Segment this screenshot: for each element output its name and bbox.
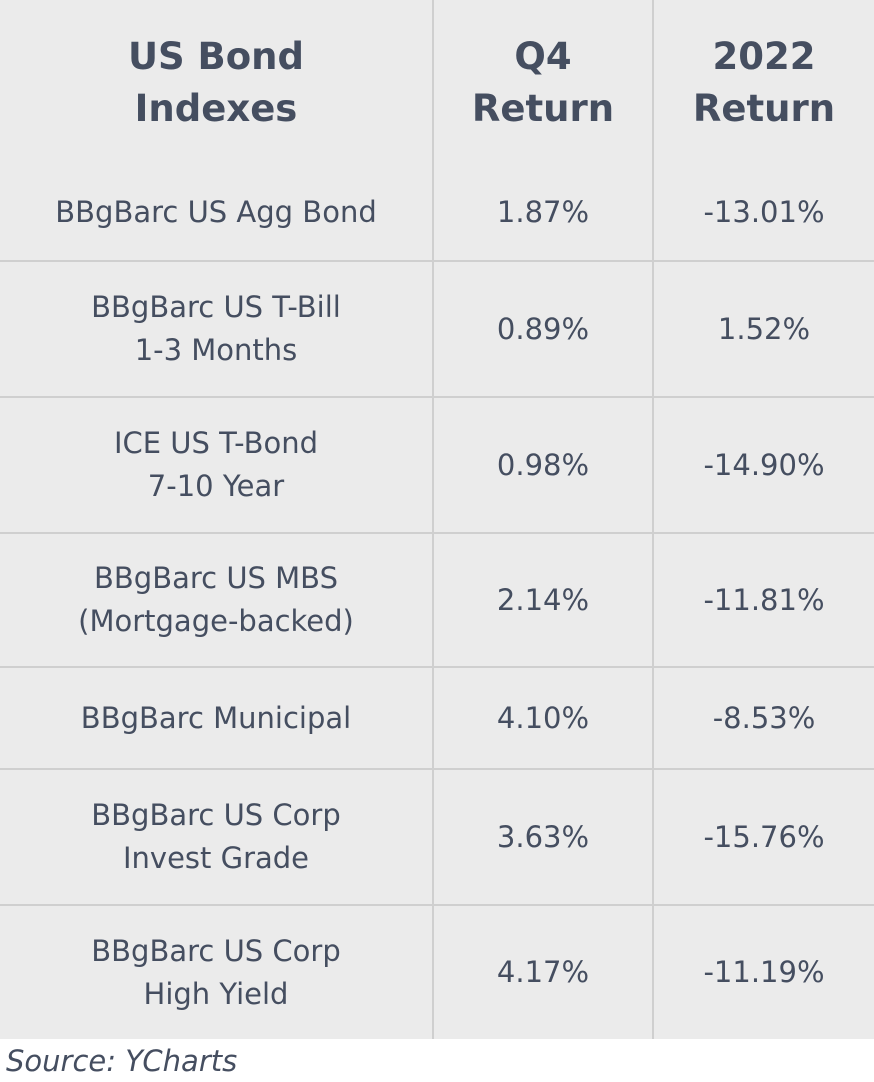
q4-return-cell: 3.63% xyxy=(432,768,653,905)
header-line: Indexes xyxy=(134,86,298,130)
year-2022-return-cell: -11.81% xyxy=(652,532,874,667)
bond-index-table: US Bond Indexes Q4 Return 2022 Return BB… xyxy=(0,0,874,1039)
index-name-line: High Yield xyxy=(143,976,289,1011)
table-row: BBgBarc US Corp High Yield 4.17% -11.19% xyxy=(0,904,874,1039)
index-name-line: 7-10 Year xyxy=(147,469,285,503)
index-name-line: Invest Grade xyxy=(122,841,310,875)
table-row: ICE US T-Bond 7-10 Year 0.98% -14.90% xyxy=(0,396,874,533)
table-row: BBgBarc US Corp Invest Grade 3.63% -15.76% xyxy=(0,768,874,905)
index-name-line: BBgBarc Municipal xyxy=(80,700,352,735)
index-name-cell: BBgBarc US Agg Bond xyxy=(0,165,433,261)
table-row: BBgBarc US T-Bill 1-3 Months 0.89% 1.52% xyxy=(0,260,874,397)
q4-return-cell: 1.87% xyxy=(432,165,653,261)
index-name-cell: BBgBarc US T-Bill 1-3 Months xyxy=(0,260,433,397)
q4-return-cell: 4.17% xyxy=(432,904,653,1039)
index-name-line: BBgBarc US Corp xyxy=(91,798,341,832)
year-2022-return-cell: -8.53% xyxy=(652,666,874,769)
index-name-cell: ICE US T-Bond 7-10 Year xyxy=(0,396,433,533)
year-2022-return-cell: -11.19% xyxy=(652,904,874,1039)
index-name-cell: BBgBarc US Corp Invest Grade xyxy=(0,768,433,905)
table-row: BBgBarc Municipal 4.10% -8.53% xyxy=(0,666,874,769)
source-note: Source: YCharts xyxy=(6,1044,238,1078)
table-row: BBgBarc US Agg Bond 1.87% -13.01% xyxy=(0,165,874,261)
index-name-line: BBgBarc US T-Bill xyxy=(91,290,341,324)
header-line: Return xyxy=(692,86,836,130)
index-name-line: BBgBarc US Corp xyxy=(91,933,341,968)
year-2022-return-cell: -13.01% xyxy=(652,165,874,261)
q4-return-cell: 0.89% xyxy=(432,260,653,397)
index-name-cell: BBgBarc US MBS (Mortgage-backed) xyxy=(0,532,433,667)
table-row: BBgBarc US MBS (Mortgage-backed) 2.14% -11.… xyxy=(0,532,874,667)
index-name-line: (Mortgage-backed) xyxy=(78,604,354,638)
header-index-name: US Bond Indexes xyxy=(0,0,433,165)
table-header-row: US Bond Indexes Q4 Return 2022 Return xyxy=(0,0,874,165)
index-name-line: BBgBarc US MBS xyxy=(94,561,338,595)
index-name-cell: BBgBarc US Corp High Yield xyxy=(0,904,433,1039)
header-q4-return: Q4 Return xyxy=(432,0,653,165)
header-line: US Bond xyxy=(127,34,305,78)
q4-return-cell: 4.10% xyxy=(432,666,653,769)
index-name-cell: BBgBarc Municipal xyxy=(0,666,433,769)
year-2022-return-cell: -14.90% xyxy=(652,396,874,533)
q4-return-cell: 0.98% xyxy=(432,396,653,533)
header-line: Q4 xyxy=(514,34,572,78)
index-name-line: ICE US T-Bond xyxy=(113,426,319,460)
header-line: 2022 xyxy=(712,34,816,78)
q4-return-cell: 2.14% xyxy=(432,532,653,667)
year-2022-return-cell: -15.76% xyxy=(652,768,874,905)
header-line: Return xyxy=(471,86,615,130)
header-2022-return: 2022 Return xyxy=(652,0,874,165)
table-body: BBgBarc US Agg Bond 1.87% -13.01% BBgBarc U… xyxy=(0,165,874,1039)
index-name-line: 1-3 Months xyxy=(134,333,298,367)
year-2022-return-cell: 1.52% xyxy=(652,260,874,397)
index-name-line: BBgBarc US Agg Bond xyxy=(55,195,377,229)
